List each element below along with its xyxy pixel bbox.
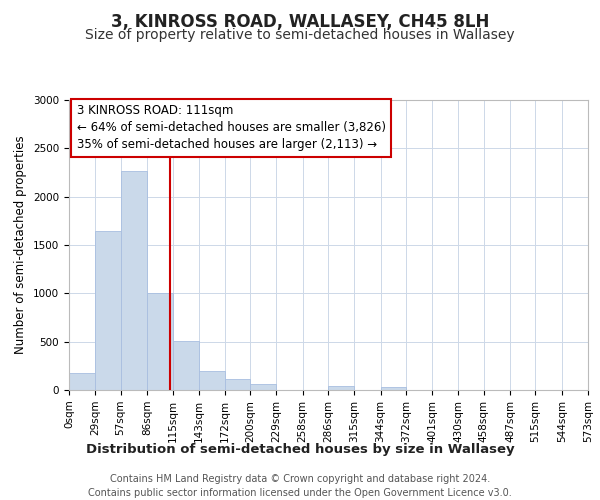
Bar	[250, 384, 277, 390]
Text: Size of property relative to semi-detached houses in Wallasey: Size of property relative to semi-detach…	[85, 28, 515, 42]
Bar	[95, 232, 121, 390]
Y-axis label: Number of semi-detached properties: Number of semi-detached properties	[14, 136, 28, 354]
Bar	[380, 386, 406, 390]
Bar	[199, 370, 225, 390]
Text: Contains HM Land Registry data © Crown copyright and database right 2024.
Contai: Contains HM Land Registry data © Crown c…	[88, 474, 512, 498]
Text: Distribution of semi-detached houses by size in Wallasey: Distribution of semi-detached houses by …	[86, 442, 514, 456]
Bar	[121, 171, 147, 390]
Bar	[328, 386, 355, 390]
Bar	[147, 294, 173, 390]
Bar	[225, 379, 250, 390]
Bar	[173, 340, 199, 390]
Bar	[69, 373, 95, 390]
Text: 3 KINROSS ROAD: 111sqm
← 64% of semi-detached houses are smaller (3,826)
35% of : 3 KINROSS ROAD: 111sqm ← 64% of semi-det…	[77, 104, 386, 152]
Text: 3, KINROSS ROAD, WALLASEY, CH45 8LH: 3, KINROSS ROAD, WALLASEY, CH45 8LH	[111, 12, 489, 30]
